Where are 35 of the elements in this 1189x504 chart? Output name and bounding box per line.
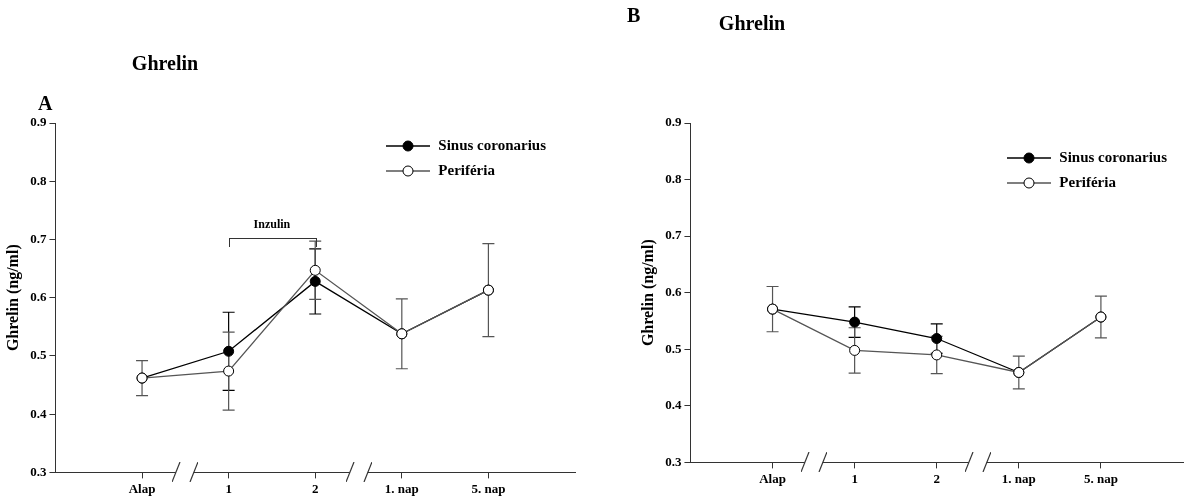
y-tick-label: 0.7 (30, 230, 47, 246)
y-axis-title: Ghrelin (ng/ml) (3, 244, 22, 352)
legend-label: Periféria (1059, 174, 1116, 191)
x-tick-label: 2 (311, 480, 319, 496)
x-tick-label: Alap (128, 480, 156, 496)
annotation: Inzulin (253, 217, 291, 233)
y-tick-label: 0.6 (665, 284, 682, 300)
y-tick-label: 0.9 (665, 114, 682, 130)
y-tick-label: 0.9 (30, 114, 47, 130)
x-tick-label: 2 (933, 470, 940, 486)
x-tick-label: 1. nap (384, 480, 419, 496)
y-axis-title: Ghrelin (ng/ml) (638, 239, 657, 347)
y-tick-label: 0.8 (30, 172, 47, 188)
legend-label: Periféria (438, 162, 495, 179)
x-tick-label: 1 (851, 470, 858, 486)
x-tick-label: 1. nap (1001, 470, 1036, 486)
y-tick-label: 0.5 (665, 340, 682, 356)
y-tick-label: 0.4 (30, 405, 47, 421)
text: A (38, 92, 53, 115)
text: B (627, 4, 641, 27)
y-tick-label: 0.3 (665, 453, 682, 469)
legend-label: Sinus coronarius (438, 137, 546, 154)
y-tick-label: 0.5 (30, 347, 47, 363)
y-tick-label: 0.6 (30, 289, 47, 305)
chart-title: Ghrelin (131, 52, 199, 75)
y-tick-label: 0.4 (665, 397, 682, 413)
y-tick-label: 0.8 (665, 170, 682, 186)
x-tick-label: 5. nap (471, 480, 506, 496)
y-tick-label: 0.3 (30, 463, 47, 479)
chart-title: Ghrelin (718, 12, 786, 35)
legend-label: Sinus coronarius (1059, 149, 1167, 166)
y-tick-label: 0.7 (665, 227, 682, 243)
x-tick-label: 1 (225, 480, 232, 496)
x-tick-label: Alap (759, 470, 786, 486)
x-tick-label: 5. nap (1083, 470, 1118, 486)
